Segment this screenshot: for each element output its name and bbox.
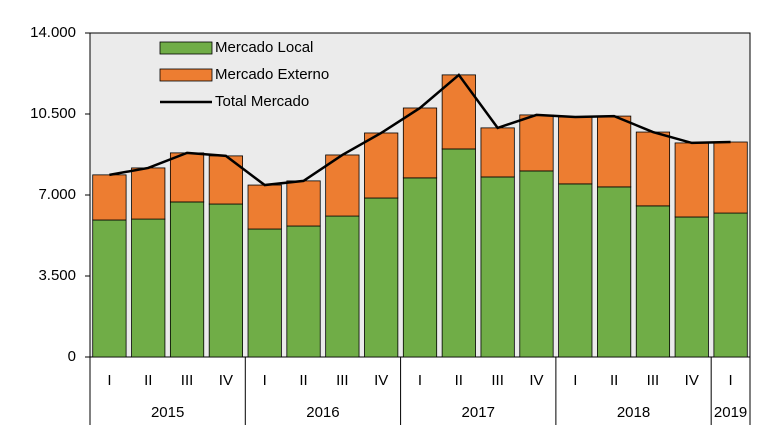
group-label: 2016 [306,404,339,421]
x-tick-label: I [573,372,577,389]
bar [480,176,515,358]
legend-label: Total Mercado [215,93,309,110]
bar [441,74,476,150]
bar [325,215,360,358]
x-tick-label: II [144,372,152,389]
y-tick-label: 10.500 [30,105,76,122]
line [109,73,731,187]
bar [169,152,205,203]
x-tick-label: IV [219,372,233,389]
x-tick-label: I [729,372,733,389]
bar [713,212,748,358]
legend-swatch [159,41,213,55]
legend-label: Mercado Local [215,39,313,56]
bar [286,180,321,227]
group-label: 2019 [714,404,747,421]
x-tick-label: I [418,372,422,389]
bar [169,201,205,358]
bar [286,225,321,358]
x-tick-label: III [647,372,660,389]
bar [635,205,671,358]
bar [131,167,166,220]
y-tick-label: 14.000 [30,24,76,41]
bar [674,142,709,218]
bar [208,203,243,358]
bar [558,116,593,185]
bar [674,216,709,358]
bar [597,186,632,358]
bar [480,127,515,178]
bar [325,154,360,217]
bar [519,170,554,358]
legend-label: Mercado Externo [215,66,329,83]
y-tick-label: 7.000 [38,186,76,203]
bar [402,177,438,358]
bar [92,219,127,358]
bar [713,141,748,214]
legend-swatch [159,68,213,82]
x-tick-label: IV [529,372,543,389]
x-tick-label: II [610,372,618,389]
bar [92,174,127,221]
bar [364,132,399,199]
x-tick-label: IV [374,372,388,389]
y-tick-label: 3.500 [38,267,76,284]
x-tick-label: III [181,372,194,389]
x-tick-label: I [263,372,267,389]
bar [519,114,554,172]
y-tick-label: 0 [68,348,76,365]
group-label: 2017 [462,404,495,421]
bar [558,183,593,358]
bar [364,197,399,358]
x-tick-label: IV [685,372,699,389]
group-label: 2015 [151,404,184,421]
bar [441,148,476,358]
bar [402,107,438,179]
bar [131,218,166,358]
bar [597,115,632,188]
bar [247,184,282,230]
x-tick-label: III [491,372,504,389]
x-tick-label: II [299,372,307,389]
x-tick-label: III [336,372,349,389]
x-tick-label: II [455,372,463,389]
x-tick-label: I [107,372,111,389]
group-label: 2018 [617,404,650,421]
bar [247,228,282,358]
bar [635,131,671,207]
